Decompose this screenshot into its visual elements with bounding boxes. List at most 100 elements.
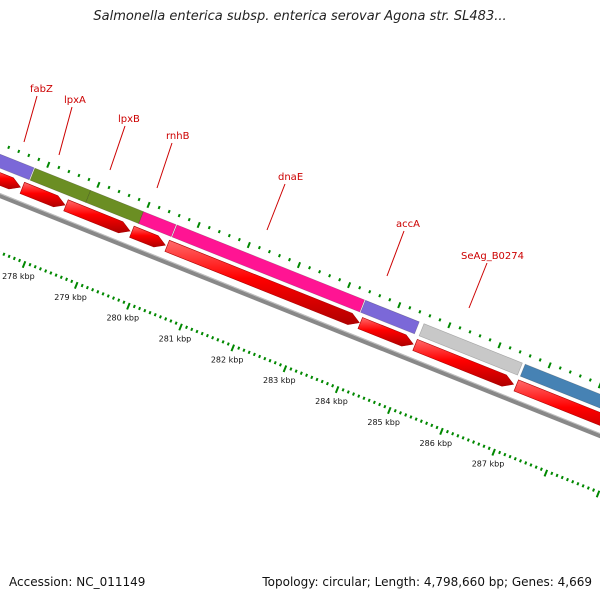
tick-mark [85, 285, 89, 290]
gene-leader-line [58, 106, 73, 156]
gene-label: lpxA [64, 95, 86, 106]
tick-mark [237, 237, 241, 242]
tick-mark [246, 241, 251, 249]
tick-mark [169, 319, 173, 323]
tick-mark [519, 459, 522, 463]
scale-label: 287 kbp [472, 460, 505, 469]
tick-mark [357, 394, 361, 398]
tick-mark [91, 287, 95, 292]
tick-mark [378, 294, 382, 298]
tick-mark [352, 392, 356, 396]
tick-mark [568, 370, 572, 374]
tick-mark [451, 431, 455, 436]
gene-label: fabZ [30, 84, 53, 95]
accession-text: Accession: NC_011149 [9, 575, 146, 589]
tick-mark [12, 256, 16, 261]
tick-mark [205, 333, 209, 338]
tick-mark [126, 302, 131, 310]
tick-mark [196, 221, 201, 229]
tick-mark [164, 317, 168, 321]
tick-mark [230, 344, 235, 352]
tick-mark [347, 281, 352, 289]
gene-track [0, 153, 600, 409]
tick-mark [143, 308, 147, 313]
tick-mark [372, 400, 376, 405]
tick-mark [393, 408, 397, 413]
gene-block [418, 323, 523, 376]
tick-mark [524, 461, 528, 465]
gene-leader-line [386, 230, 405, 277]
tick-mark [565, 477, 569, 482]
gene-block [360, 299, 420, 335]
tick-mark [54, 273, 58, 277]
tick-mark [367, 398, 371, 403]
tick-mark [456, 434, 460, 438]
tick-mark [27, 153, 31, 158]
tick-mark [508, 454, 512, 459]
tick-mark [435, 425, 439, 430]
tick-mark [190, 327, 194, 332]
tick-mark [430, 423, 434, 428]
tick-mark [543, 469, 549, 477]
backbone-highlight [0, 192, 600, 434]
tick-mark [21, 260, 27, 269]
tick-mark [338, 277, 342, 282]
tick-mark [282, 365, 288, 373]
tick-mark [472, 440, 476, 444]
scale-label: 283 kbp [263, 376, 296, 385]
backbone-line [0, 194, 600, 439]
scale-label: 285 kbp [367, 418, 400, 427]
tick-mark [318, 269, 322, 274]
tick-mark [478, 334, 482, 338]
tick-mark [277, 253, 281, 258]
scale-label: 281 kbp [159, 334, 192, 343]
tick-mark [38, 267, 42, 271]
gene-labels: fabZ lpxA lpxB rnhB dnaE accA SeAg_B0274 [23, 84, 524, 309]
tick-mark [153, 313, 157, 317]
tick-mark [187, 217, 191, 222]
cds-arrow [19, 181, 66, 208]
backbone [0, 192, 600, 439]
tick-mark [294, 369, 298, 373]
gene-label: lpxB [118, 114, 140, 125]
tick-mark [578, 374, 582, 378]
tick-mark [466, 438, 470, 442]
tick-mark [157, 205, 161, 210]
cds-track [0, 172, 600, 426]
tick-mark [2, 252, 6, 257]
tick-mark [581, 484, 585, 488]
tick-mark [550, 471, 554, 476]
tick-mark [320, 379, 324, 384]
tick-mark [106, 294, 110, 298]
tick-mark [588, 378, 592, 382]
tick-mark [44, 269, 48, 273]
gene-leader-line [109, 125, 126, 171]
tick-mark [37, 157, 41, 162]
tick-mark [57, 165, 61, 170]
tick-mark [328, 273, 332, 278]
tick-mark [167, 209, 171, 214]
tick-mark [397, 302, 402, 309]
tick-mark [528, 354, 532, 358]
scale-label: 278 kbp [2, 272, 35, 281]
tick-mark [418, 310, 422, 314]
tick-mark [458, 326, 462, 330]
tick-mark [263, 356, 267, 361]
tick-mark [132, 304, 136, 309]
tick-mark [112, 296, 115, 300]
tick-mark [325, 381, 329, 386]
tick-mark [107, 185, 111, 190]
tick-mark [242, 348, 246, 353]
tick-mark [77, 173, 81, 178]
tick-mark [216, 338, 220, 342]
tick-mark [399, 411, 402, 415]
tick-mark [487, 446, 491, 451]
tick-mark [227, 233, 231, 238]
tick-mark [226, 342, 230, 346]
gene-leader-line [266, 183, 286, 231]
tick-mark [428, 314, 432, 318]
tick-mark [18, 258, 22, 263]
tick-mark [267, 249, 271, 254]
gene-label: dnaE [278, 172, 303, 183]
